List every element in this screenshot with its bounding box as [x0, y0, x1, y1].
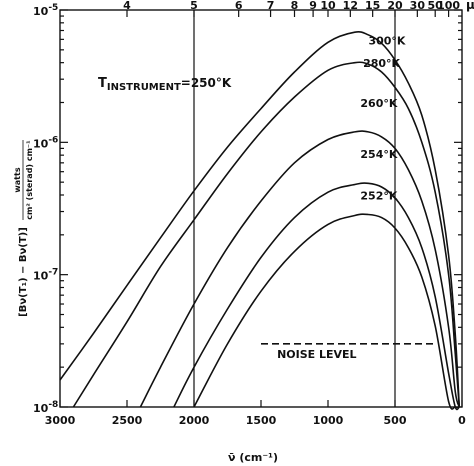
series-labels: 300°K 280°K 260°K 254°K 252°K [360, 34, 406, 202]
y-axis-title-bracket: [Bν(T₁) − Bν(T)] [18, 227, 29, 317]
instrument-annotation: TINSTRUMENT=250°K [98, 76, 232, 93]
x2-tick-label: 15 [365, 0, 380, 12]
x-tick-label: 1000 [313, 414, 344, 427]
instrument-value: =250°K [181, 76, 232, 90]
series-label: 252°K [360, 189, 397, 202]
x2-tick-label: 6 [235, 0, 243, 12]
x2-tick-label: 4 [123, 0, 131, 12]
x-axis-title: ν̄ (cm⁻¹) [228, 451, 278, 464]
y-axis-title-units-denominator: cm² (sterad) cm⁻¹ [25, 140, 34, 220]
x2-tick-label: 7 [267, 0, 275, 12]
x-tick-label: 0 [458, 414, 466, 427]
x-tick-label: 3000 [45, 414, 76, 427]
x-tick-label: 1500 [246, 414, 277, 427]
series-label: 280°K [363, 57, 400, 70]
x2-tick-label: 100 [437, 0, 460, 12]
x-tick-label: 2000 [179, 414, 210, 427]
x2-tick-label: 12 [343, 0, 358, 12]
reference-lines [193, 10, 396, 407]
series-label: 300°K [368, 34, 405, 47]
series-line [173, 182, 461, 411]
y-tick-label: 10-6 [33, 135, 58, 150]
series-label: 260°K [360, 97, 397, 110]
series-line [139, 130, 461, 408]
x2-tick-label: 50 [428, 0, 444, 12]
noise-level-label: NOISE LEVEL [277, 348, 356, 361]
series-line [59, 30, 461, 408]
series-curves [59, 30, 461, 411]
x2-tick-label: 30 [410, 0, 426, 12]
series-line [193, 213, 460, 410]
instrument-subscript: INSTRUMENT [107, 82, 181, 93]
x2-tick-label: 20 [387, 0, 403, 12]
series-label: 254°K [360, 148, 397, 161]
y-tick-label: 10-8 [33, 400, 58, 415]
x-tick-label: 2500 [112, 414, 143, 427]
instrument-t: T [98, 76, 107, 91]
y-tick-label: 10-7 [33, 268, 58, 283]
x-tick-label: 500 [384, 414, 407, 427]
y-axis-title: [Bν(T₁) − Bν(T)] watts cm² (sterad) cm⁻¹ [13, 140, 34, 317]
x2-tick-label: 5 [190, 0, 198, 12]
y-tick-label: 10-5 [33, 3, 58, 18]
series-line [72, 61, 461, 408]
x2-axis-unit: μ [466, 0, 474, 12]
x2-tick-label: 9 [309, 0, 317, 12]
y-axis-title-units-numerator: watts [13, 167, 22, 192]
x2-tick-label: 8 [291, 0, 299, 12]
x2-tick-label: 10 [320, 0, 336, 12]
x-axis-ticks: 3000 2500 2000 1500 1000 500 0 [45, 400, 466, 427]
